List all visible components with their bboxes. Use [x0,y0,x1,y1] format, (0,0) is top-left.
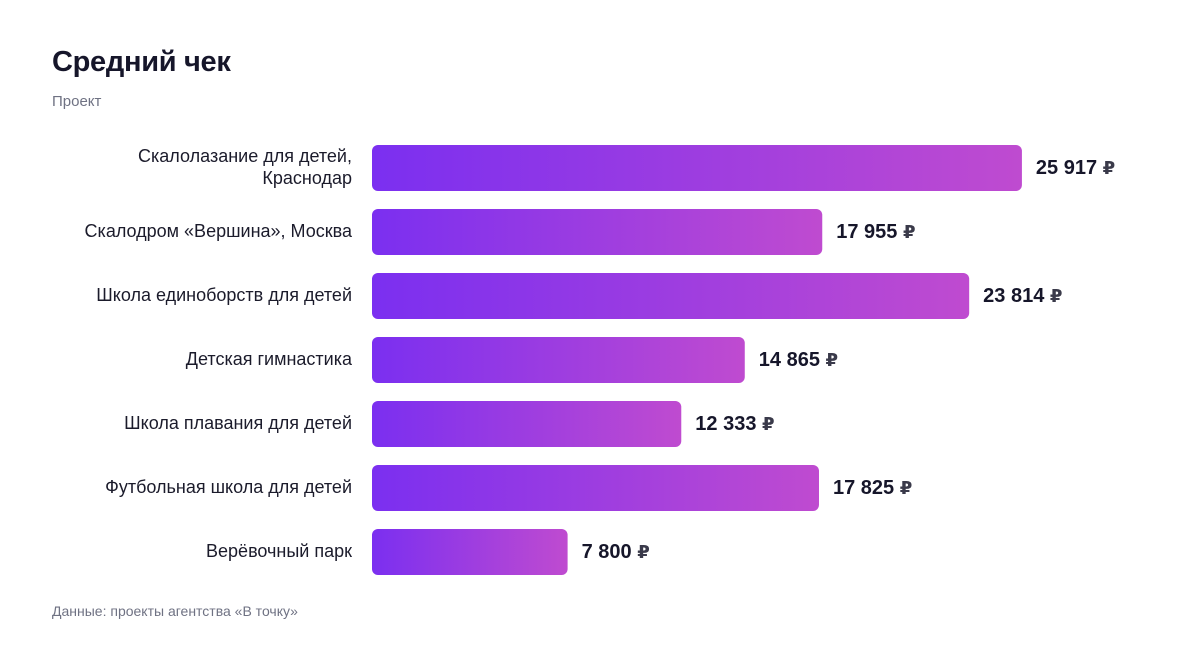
category-label-6: Верёвочный парк [206,541,352,561]
value-label-3: 14 865 ₽ [759,349,838,371]
value-label-5: 17 825 ₽ [833,477,912,499]
bar-3 [372,337,745,383]
value-label-0: 25 917 ₽ [1036,157,1115,179]
category-label-5: Футбольная школа для детей [105,477,352,497]
bar-2 [372,273,970,319]
chart-subtitle: Проект [52,93,102,110]
bar-6 [372,529,568,575]
chart-source-note: Данные: проекты агентства «В точку» [52,603,298,619]
category-label-3: Детская гимнастика [186,349,353,369]
value-label-2: 23 814 ₽ [983,285,1062,307]
value-label-1: 17 955 ₽ [836,221,915,243]
bar-1 [372,209,823,255]
bar-5 [372,465,819,511]
category-label-0: Скалолазание для детей, Краснодар [138,146,352,188]
bar-4 [372,401,682,447]
category-label-1: Скалодром «Вершина», Москва [85,221,353,241]
value-label-6: 7 800 ₽ [582,541,650,563]
category-label-2: Школа единоборств для детей [96,285,352,305]
value-label-4: 12 333 ₽ [695,413,774,435]
bar-0 [372,145,1022,191]
chart-title: Средний чек [52,46,231,78]
category-label-4: Школа плавания для детей [124,413,352,433]
